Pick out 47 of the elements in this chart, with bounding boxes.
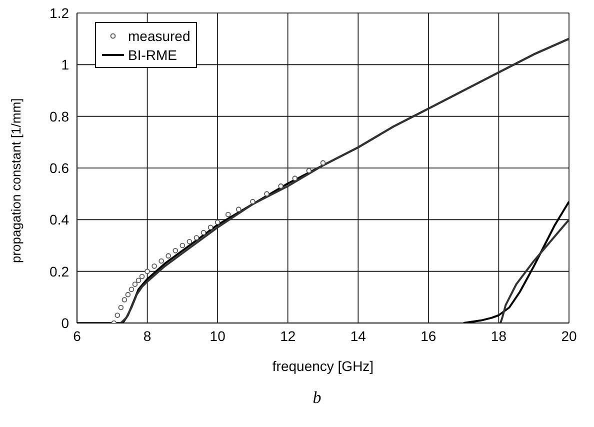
point xyxy=(128,286,134,292)
point xyxy=(136,278,142,284)
point xyxy=(225,212,231,218)
point xyxy=(186,238,192,244)
point xyxy=(166,253,172,258)
x-tick-label: 10 xyxy=(210,328,226,344)
point xyxy=(208,224,214,230)
point xyxy=(139,274,145,280)
point xyxy=(306,168,312,174)
point xyxy=(122,297,128,302)
point xyxy=(236,206,242,212)
point xyxy=(118,304,124,310)
y-tick-label: 0.6 xyxy=(50,160,70,176)
y-tick-label: 1 xyxy=(61,56,70,73)
x-tick-label: 14 xyxy=(350,328,366,344)
point xyxy=(278,183,284,189)
x-tick-label: 12 xyxy=(280,328,296,344)
text: b xyxy=(312,388,322,408)
point xyxy=(194,235,200,240)
x-tick-label: 16 xyxy=(420,328,436,344)
point xyxy=(200,230,206,236)
x-axis-title: frequency [GHz] xyxy=(272,358,374,374)
point xyxy=(114,312,120,318)
legend-label: measured xyxy=(128,28,190,44)
point xyxy=(180,242,186,248)
y-axis-title: propagation constant [1/mm] xyxy=(8,98,24,263)
legend-label: BI-RME xyxy=(128,46,177,62)
point xyxy=(152,264,157,269)
point xyxy=(264,191,270,196)
y-tick-label: 0.2 xyxy=(50,263,70,280)
point xyxy=(320,160,326,166)
x-tick-label: 18 xyxy=(490,328,507,344)
point xyxy=(144,268,150,274)
y-tick-label: 1.2 xyxy=(50,4,70,21)
point xyxy=(250,198,256,204)
x-tick-label: 8 xyxy=(143,328,152,344)
y-tick-label: 0 xyxy=(61,314,70,331)
point xyxy=(172,248,178,254)
x-tick-label: 6 xyxy=(73,328,82,344)
point xyxy=(125,292,131,298)
point xyxy=(132,282,138,287)
point xyxy=(158,258,164,264)
point xyxy=(292,176,298,181)
y-tick-label: 0.4 xyxy=(50,212,70,228)
point xyxy=(214,220,220,225)
x-tick-label: 20 xyxy=(561,328,577,344)
y-tick-label: 0.8 xyxy=(50,108,70,124)
